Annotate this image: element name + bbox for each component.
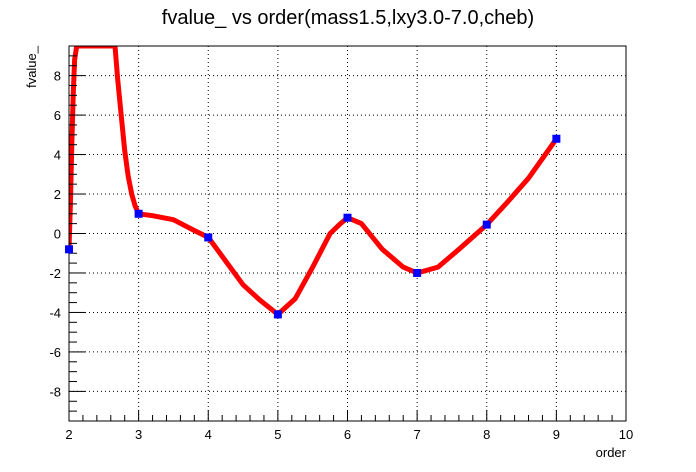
data-point bbox=[65, 245, 73, 254]
y-tick-label: 4 bbox=[54, 148, 61, 163]
y-tick-label: 0 bbox=[54, 227, 61, 242]
x-tick-label: 6 bbox=[344, 427, 351, 442]
y-axis-title: fvalue_ bbox=[24, 45, 39, 88]
x-tick-label: 7 bbox=[414, 427, 421, 442]
x-tick-label: 5 bbox=[274, 427, 281, 442]
data-point bbox=[552, 134, 561, 143]
data-point bbox=[273, 310, 282, 319]
x-tick-label: 3 bbox=[135, 427, 142, 442]
y-tick-label: 6 bbox=[54, 108, 61, 123]
x-tick-label: 9 bbox=[553, 427, 560, 442]
data-point bbox=[343, 213, 352, 222]
x-tick-label: 4 bbox=[205, 427, 212, 442]
grid-lines bbox=[69, 46, 626, 421]
chart-title: fvalue_ vs order(mass1.5,lxy3.0-7.0,cheb… bbox=[162, 7, 534, 29]
axis-tick-labels: 2 3 4 5 6 7 8 9 10 -8 -6 -4 -2 0 2 4 6 8 bbox=[49, 69, 633, 442]
data-point bbox=[134, 209, 143, 218]
x-axis-title: order bbox=[596, 445, 627, 460]
axis-ticks bbox=[68, 45, 627, 422]
y-tick-label: -8 bbox=[49, 384, 61, 399]
x-tick-label: 10 bbox=[619, 427, 633, 442]
y-tick-label: 8 bbox=[54, 69, 61, 84]
y-tick-label: -4 bbox=[49, 305, 61, 320]
x-tick-label: 8 bbox=[483, 427, 490, 442]
y-tick-label: 2 bbox=[54, 187, 61, 202]
x-tick-label: 2 bbox=[65, 427, 72, 442]
data-point bbox=[413, 268, 422, 277]
data-point bbox=[482, 220, 491, 229]
y-tick-label: -2 bbox=[49, 266, 61, 281]
data-point bbox=[204, 233, 213, 242]
data-markers bbox=[65, 134, 561, 319]
y-tick-label: -6 bbox=[49, 345, 61, 360]
